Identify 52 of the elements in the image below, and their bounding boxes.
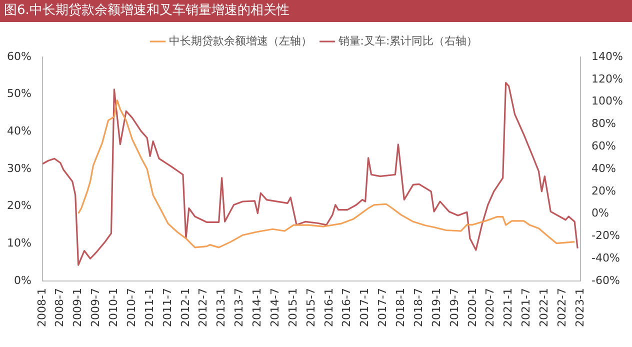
x-tick-label: 2018-1 [394,288,408,328]
x-tick-label: 2016-7 [340,288,354,328]
x-tick-label: 2019-1 [430,288,443,328]
x-tick-label: 2020-7 [484,288,497,328]
chart-title: 图6.中长期贷款余额增速和叉车销量增速的相关性 [0,0,632,22]
x-tick-label: 2022-7 [555,288,568,328]
x-tick-label: 2009-1 [71,288,84,328]
x-tick-label: 2012-7 [196,288,210,328]
y-tick-label: 40% [6,124,32,138]
x-tick-label: 2011-7 [160,288,174,328]
x-tick-label: 2023-1 [573,288,586,328]
x-tick-label: 2021-1 [502,288,515,328]
x-tick-label: 2012-1 [178,288,192,328]
x-tick-label: 2017-1 [358,288,372,328]
x-tick-label: 2015-7 [304,288,318,328]
x-tick-label: 2021-7 [520,288,533,328]
x-tick-label: 2017-7 [376,288,390,328]
x-tick-label: 2015-1 [286,288,300,328]
x-tick-label: 2010-1 [107,288,120,328]
x-tick-label: 2008-7 [53,288,66,328]
x-tick-label: 2016-1 [322,288,336,328]
y2-tick-label: -60% [592,274,620,287]
legend-label: 中长期贷款余额增速（左轴） [168,34,312,48]
x-tick-label: 2008-1 [35,288,48,328]
y2-tick-label: 100% [592,94,624,108]
x-tick-label: 2013-7 [232,288,246,328]
x-tick-label: 2020-1 [466,288,479,328]
y-tick-label: 20% [6,199,32,212]
y2-tick-label: 20% [592,184,616,198]
x-tick-label: 2013-1 [214,288,228,328]
y2-tick-label: -20% [592,229,620,242]
y-tick-label: 30% [6,162,32,175]
x-tick-label: 2014-1 [250,288,264,328]
y2-tick-label: 60% [592,139,616,152]
legend-label: 销量:叉车:累计同比（右轴） [337,34,478,48]
x-tick-label: 2014-7 [268,288,282,328]
x-tick-label: 2010-7 [124,288,138,328]
x-tick-label: 2018-7 [412,288,425,328]
y2-tick-label: 80% [592,117,616,130]
x-tick-label: 2019-7 [448,288,461,328]
y2-tick-label: 40% [592,162,616,175]
y2-tick-label: 140% [592,50,624,63]
y-tick-label: 60% [6,50,32,63]
x-tick-label: 2009-7 [89,288,102,328]
y-tick-label: 0% [14,274,32,287]
y2-tick-label: 120% [592,72,624,86]
y2-tick-label: -40% [592,251,620,264]
y2-tick-label: 0% [592,206,610,220]
x-tick-label: 2011-1 [142,288,156,328]
y-tick-label: 50% [6,87,32,100]
y-tick-label: 10% [6,236,32,250]
x-tick-label: 2022-1 [538,288,551,328]
